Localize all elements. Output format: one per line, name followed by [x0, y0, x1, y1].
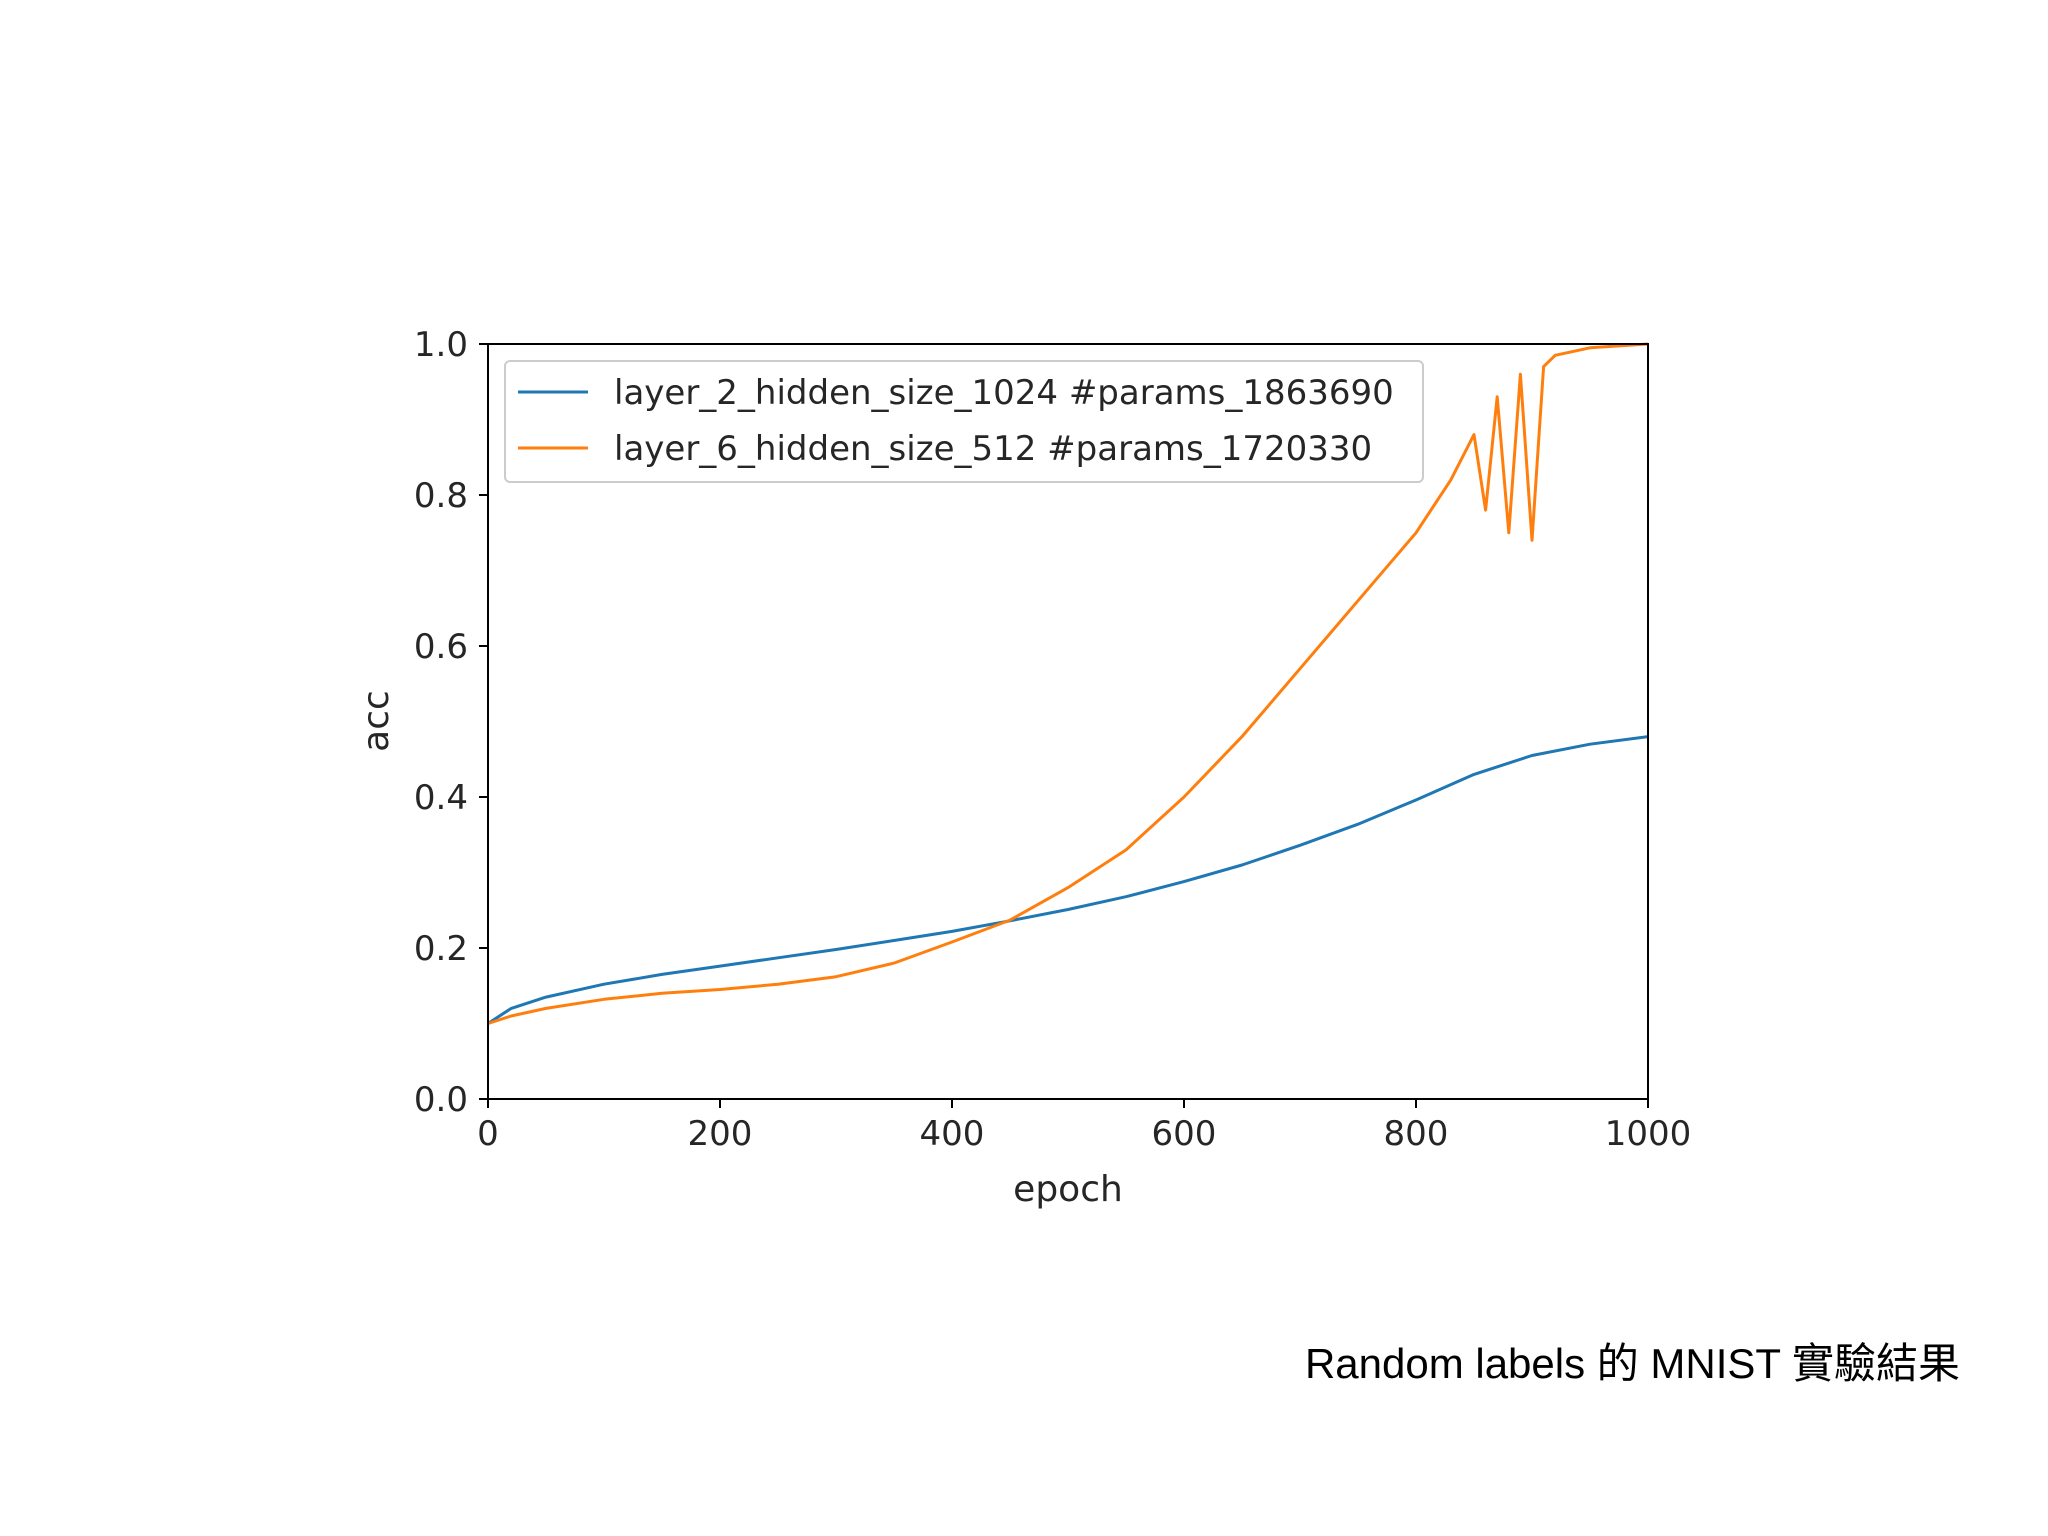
x-tick-label: 200 [688, 1114, 753, 1154]
series-line-2 [487, 342, 1649, 1025]
y-axis-title: acc [356, 690, 397, 752]
x-tick-label: 1000 [1605, 1114, 1692, 1154]
series-layer [487, 342, 1649, 1025]
y-tick-label: 1.0 [414, 325, 468, 365]
x-tick-label: 400 [920, 1114, 985, 1154]
y-axis-ticks: 0.0 0.2 0.4 0.6 0.8 1.0 [414, 325, 488, 1120]
legend-box [504, 360, 1424, 483]
legend: layer_2_hidden_size_1024 #params_1863690… [504, 360, 1424, 483]
x-axis-ticks: 0 200 400 600 800 1000 [477, 1099, 1691, 1154]
y-tick-label: 0.2 [414, 929, 468, 969]
x-tick-label: 0 [477, 1114, 499, 1154]
slide-caption: Random labels 的 MNIST 實驗結果 [1304, 1340, 1960, 1387]
series-line-1 [487, 735, 1649, 1025]
y-tick-label: 0.4 [414, 778, 468, 818]
x-tick-label: 600 [1152, 1114, 1217, 1154]
plot-frame [487, 343, 1649, 1100]
y-tick-label: 0.6 [414, 627, 468, 667]
y-tick-label: 0.0 [414, 1080, 468, 1120]
x-tick-label: 800 [1384, 1114, 1449, 1154]
legend-label-series-1: layer_2_hidden_size_1024 #params_1863690 [614, 373, 1394, 413]
x-axis-title: epoch [1013, 1169, 1123, 1210]
y-tick-label: 0.8 [414, 476, 468, 516]
legend-label-series-2: layer_6_hidden_size_512 #params_1720330 [614, 429, 1372, 469]
